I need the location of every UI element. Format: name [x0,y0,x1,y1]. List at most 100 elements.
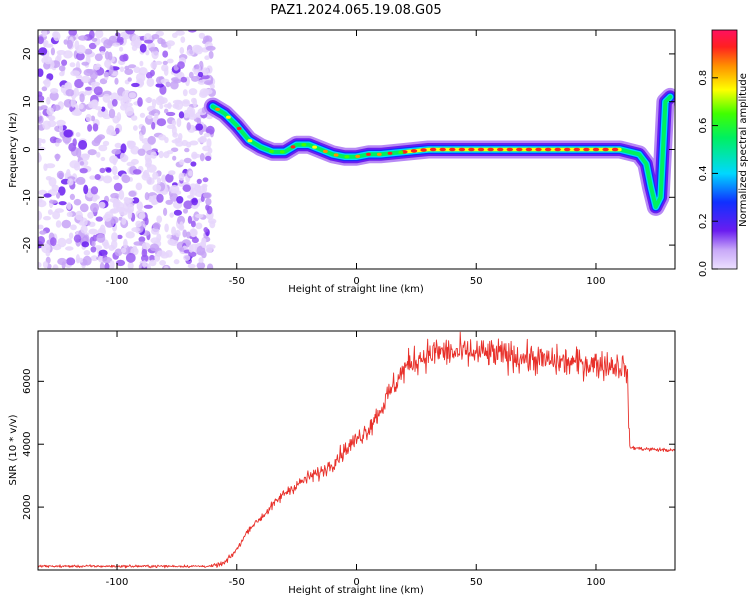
noise-blob [156,193,164,203]
noise-blob [191,204,199,210]
noise-blob [68,30,77,37]
noise-blob [90,246,97,253]
noise-blob [175,229,181,238]
noise-blob [176,117,182,128]
noise-blob [191,237,199,244]
colorbar: 0.0 0.2 0.4 0.6 0.8 Normalized spectral ampl… [698,29,749,277]
noise-blob [75,176,86,185]
noise-blob [124,208,134,213]
y-tick-label: 2000 [22,494,33,519]
noise-blob [48,177,57,187]
noise-blob [169,184,180,194]
noise-blob [202,88,213,95]
noise-blob [92,196,98,202]
ridge-hot-spot [333,153,339,157]
noise-blob [39,230,47,235]
spectrogram-x-ticks: -100 -50 0 50 100 [106,30,606,287]
noise-blob [44,56,53,65]
noise-blob [110,92,119,102]
noise-blob [65,238,73,245]
noise-blob [38,68,44,77]
noise-blob [98,201,106,209]
noise-blob [83,250,91,256]
noise-blob [82,255,92,266]
noise-blob [131,82,140,88]
noise-blob [49,88,59,94]
noise-blob [166,58,174,64]
noise-blob [120,152,126,162]
noise-blob [148,47,159,52]
noise-blob [158,134,167,141]
noise-blob [205,204,210,211]
noise-blob [78,103,84,110]
noise-blob [171,119,177,127]
noise-blob [202,192,212,199]
noise-blob [165,250,173,258]
noise-blob [144,217,149,226]
noise-blob [163,207,168,216]
noise-blob [66,211,73,217]
noise-blob [172,132,179,138]
noise-blob [103,213,112,222]
noise-blob [173,209,182,216]
noise-blob [156,118,167,127]
noise-blob [179,47,185,55]
noise-blob [187,30,197,33]
ridge-hot-spot [387,151,393,155]
ridge-hot-spot [226,115,231,119]
noise-blob [80,217,88,227]
noise-blob [200,75,210,80]
spectrogram-y-ticks: -20 -10 0 10 20 [22,48,675,253]
noise-blob [58,65,66,72]
colorbar-tick-label: 0.6 [698,118,709,134]
noise-blob [111,232,118,242]
noise-blob [127,261,134,269]
noise-blob [38,236,45,245]
noise-blob [93,86,103,96]
ridge-hot-spot [312,145,317,149]
noise-blob [52,210,61,220]
noise-blob [136,201,143,211]
noise-blob [179,221,184,230]
noise-blob [190,229,197,238]
noise-blob [104,262,110,269]
noise-blob [162,60,168,65]
snr-panel: -100 -50 0 50 100 2000 4000 6000 Height of str… [8,330,676,596]
y-tick-label: 10 [22,95,33,108]
noise-blob [201,67,209,76]
noise-blob [94,53,103,62]
noise-blob [61,219,71,229]
noise-blob [120,143,127,154]
noise-blob [73,198,82,206]
noise-blob [102,93,111,103]
noise-blob [81,75,91,84]
noise-blob [63,129,73,138]
noise-blob [38,262,42,268]
noise-blob [103,71,110,78]
noise-blob [71,109,82,116]
ridge-peak-dot [525,147,533,152]
noise-blob [65,89,75,97]
noise-blob [208,50,214,59]
ridge-hot-spot [323,149,328,153]
noise-blob [191,97,197,104]
ridge-peak-dot [497,147,504,152]
noise-blob [151,49,159,60]
noise-blob [162,50,169,58]
spectrogram-plot-area [38,30,675,269]
noise-blob [48,115,56,121]
y-tick-label: 20 [22,48,33,61]
noise-blob [180,36,186,43]
noise-blob [177,133,183,141]
noise-blob [188,244,194,253]
noise-blob [85,113,92,122]
noise-blob [187,215,192,224]
noise-blob [73,87,79,97]
ridge-peak-dot [564,147,571,152]
noise-blob [205,244,213,253]
noise-blob [56,50,66,55]
x-tick-label: -100 [106,276,129,287]
noise-blob [105,167,112,173]
noise-blob [178,172,185,181]
